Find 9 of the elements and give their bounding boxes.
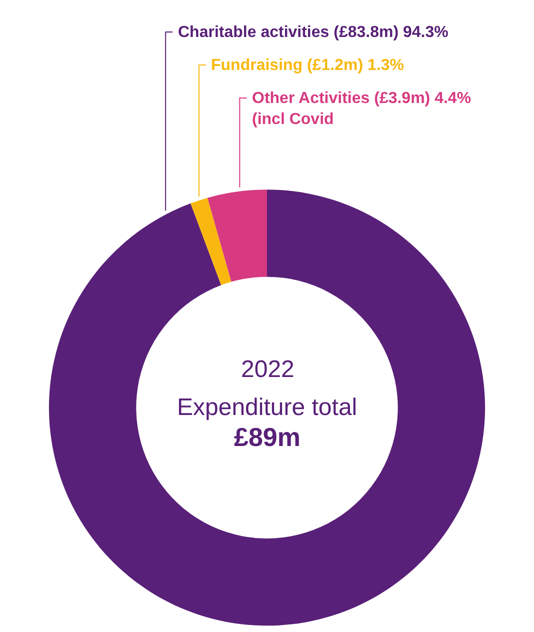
text: 2022 xyxy=(241,356,294,383)
slice-label: Charitable activities (£83.8m) 94.3% xyxy=(178,24,448,41)
donut-slice xyxy=(190,198,232,286)
donut-slice xyxy=(49,190,485,626)
donut-slice xyxy=(207,190,267,282)
text: Expenditure total xyxy=(177,394,358,421)
slice-label: Fundraising (£1.2m) 1.3% xyxy=(211,57,404,74)
text: £89m xyxy=(234,422,300,452)
slice-label: Other Activities (£3.9m) 4.4% (incl Covid xyxy=(252,90,472,128)
